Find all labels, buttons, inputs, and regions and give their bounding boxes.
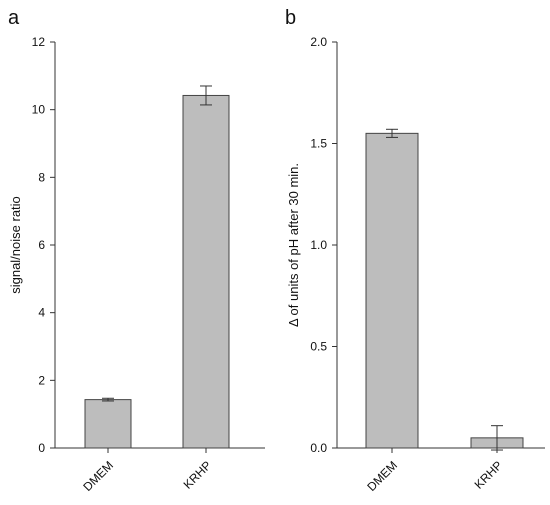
panel-letter: a [8,7,20,29]
panel-a: a 0 2 4 6 8 10 12 DMEM KRHP signal/noise ratio [8,7,265,494]
y-tick-label: 10 [32,103,46,117]
y-tick-label: 2 [38,373,45,387]
y-tick-label: 0 [38,441,45,455]
y-tick-label: 0.5 [310,340,327,354]
y-tick-label: 0.0 [310,441,327,455]
y-tick-label: 1.0 [310,238,327,252]
bar-dmem [365,132,419,449]
category-label: DMEM [364,458,400,494]
y-axis-title: signal/noise ratio [8,196,23,294]
y-tick-label: 4 [38,306,45,320]
y-tick-label: 6 [38,238,45,252]
y-axis-title: Δ of units of pH after 30 min. [286,163,301,327]
category-label: KRHP [181,458,214,491]
bar-dmem [84,399,132,449]
category-label: DMEM [80,458,116,494]
y-tick-label: 8 [38,170,45,184]
y-tick-label: 1.5 [310,137,327,151]
y-tick-label: 2.0 [310,35,327,49]
panel-b: b 0.0 0.5 1.0 1.5 2.0 DMEM KRHP Δ of units of pH… [285,7,545,494]
bar-krhp [182,94,230,449]
category-label: KRHP [472,458,505,491]
panel-letter: b [285,7,296,29]
y-tick-label: 12 [32,35,46,49]
